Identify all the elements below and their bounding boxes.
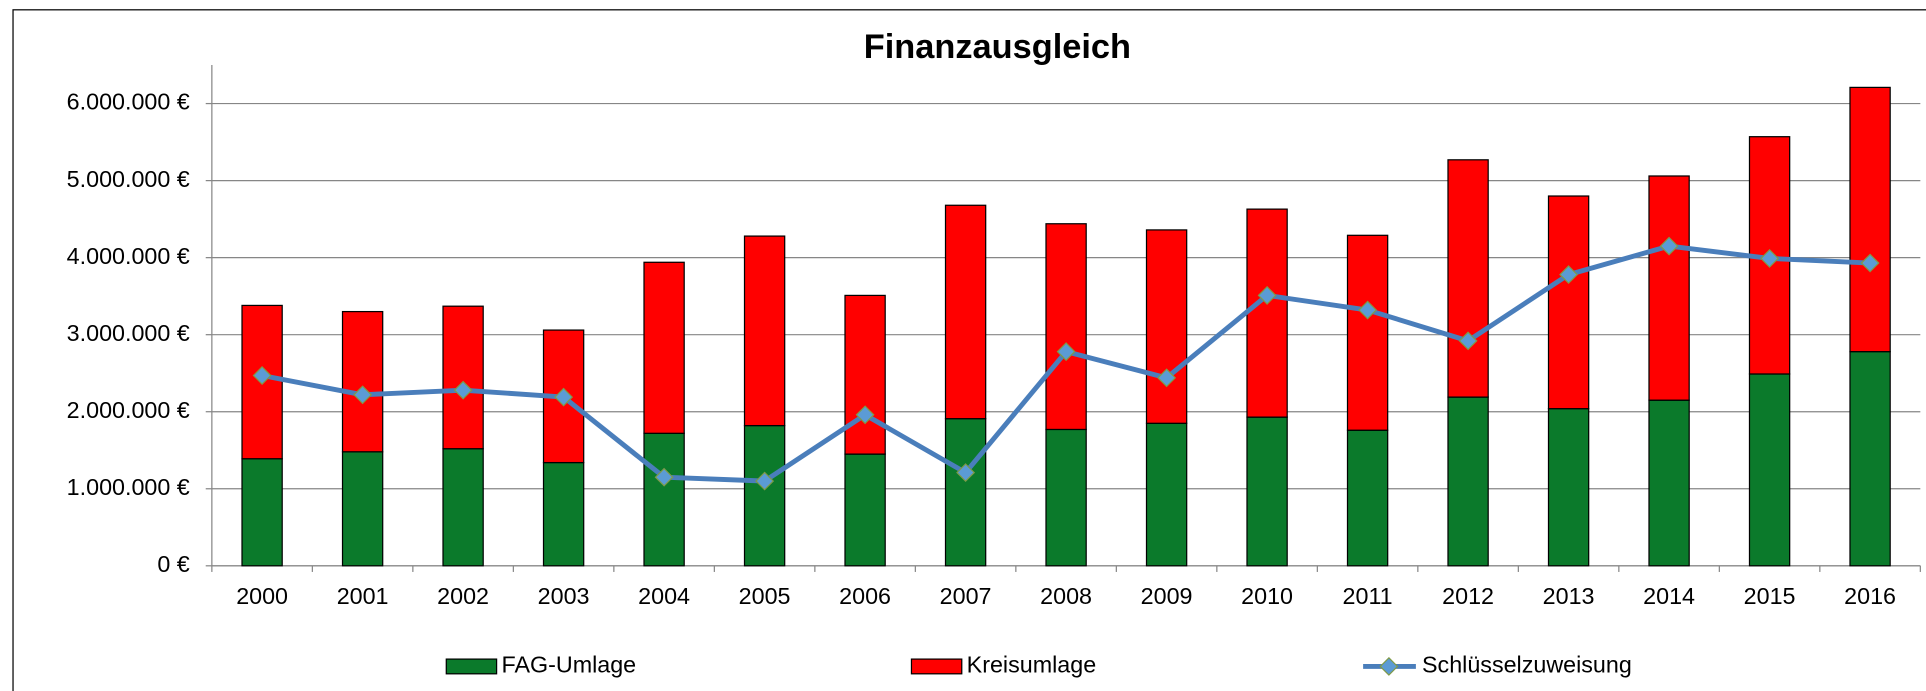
chart-title: Finanzausgleich [864,28,1131,66]
y-tick-label: 4.000.000 € [67,243,190,269]
bar [341,451,384,567]
bar [844,453,886,567]
legend-label: Schlüsselzuweisung [1422,652,1632,678]
x-tick-label: 2003 [538,583,590,609]
legend-label: FAG-Umlage [502,652,637,678]
x-tick-label: 2006 [839,583,891,609]
bar [1045,428,1087,567]
x-tick-label: 2010 [1241,583,1293,609]
x-tick-label: 2016 [1844,583,1896,609]
line-marker [1659,236,1679,256]
bar [1145,422,1188,567]
bar [1145,229,1188,424]
x-tick-label: 2005 [739,583,791,609]
line-marker [1860,253,1880,273]
bar [1748,373,1791,567]
line-marker [353,385,373,405]
line-marker [654,467,674,487]
x-tick-label: 2012 [1442,583,1494,609]
line-marker [1056,342,1076,362]
bar [743,235,786,427]
x-tick-label: 2007 [940,583,992,609]
bar [1648,175,1690,401]
x-tick-label: 2002 [437,583,489,609]
bar [944,418,987,567]
bar [1547,408,1590,567]
bar [643,261,685,434]
bar [844,294,886,455]
legend-swatch [910,658,963,675]
bar [743,424,786,567]
bar [944,204,987,420]
legend-marker [1379,656,1399,676]
line-marker [453,380,473,400]
bar [442,305,484,450]
x-tick-label: 2013 [1543,583,1595,609]
bar [1849,351,1891,567]
bar [1346,234,1389,431]
x-tick-label: 2004 [638,583,690,609]
legend-label: Kreisumlage [967,652,1097,678]
bar [1447,396,1489,567]
line-marker [855,405,875,425]
x-tick-label: 2015 [1744,583,1796,609]
bar [442,448,484,567]
bar [1648,399,1690,567]
bar [1246,208,1288,418]
bar [1246,416,1288,567]
line-marker [1257,285,1277,305]
y-tick-label: 2.000.000 € [67,397,190,423]
bar [1346,429,1389,567]
line-marker [755,471,775,491]
line-marker [554,387,574,407]
legend-swatch [445,658,498,675]
line-marker [1157,368,1177,388]
bar [341,310,384,453]
line-marker [1358,300,1378,320]
x-tick-label: 2011 [1343,583,1393,609]
y-tick-label: 5.000.000 € [67,166,190,192]
x-tick-label: 2000 [236,583,288,609]
bar [1447,159,1489,398]
bar [643,432,685,567]
line-marker [956,463,976,483]
y-tick-label: 3.000.000 € [67,320,190,346]
bar [241,458,283,567]
bar [1547,195,1590,410]
line-marker [252,366,272,385]
line-marker [1559,265,1579,285]
x-tick-label: 2014 [1643,583,1695,609]
bar [1849,86,1891,353]
x-tick-label: 2001 [337,583,389,609]
x-tick-label: 2008 [1040,583,1092,609]
x-tick-label: 2009 [1141,583,1193,609]
line-marker [1458,331,1478,351]
bar [542,461,585,567]
y-tick-label: 0 € [157,551,189,577]
bar [1045,223,1087,431]
y-tick-label: 1.000.000 € [67,474,190,500]
line-marker [1760,248,1780,268]
y-tick-label: 6.000.000 € [67,89,190,115]
